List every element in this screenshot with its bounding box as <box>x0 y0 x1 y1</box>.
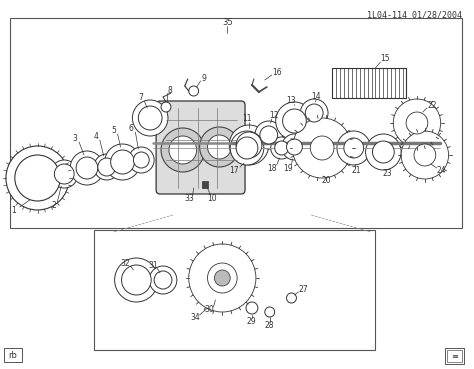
Text: 33: 33 <box>185 193 195 203</box>
Text: 30: 30 <box>205 306 214 314</box>
Circle shape <box>15 155 60 201</box>
Circle shape <box>276 102 313 140</box>
Circle shape <box>121 265 151 295</box>
Bar <box>201 181 209 188</box>
Text: 1L04-114 01/28/2004: 1L04-114 01/28/2004 <box>367 10 463 19</box>
Circle shape <box>149 266 177 294</box>
Circle shape <box>292 118 352 178</box>
Circle shape <box>260 126 278 144</box>
Text: 6: 6 <box>129 124 134 132</box>
Circle shape <box>214 270 230 286</box>
Text: 11: 11 <box>242 114 252 123</box>
Text: 20: 20 <box>321 176 331 184</box>
Text: 1: 1 <box>11 206 16 214</box>
Circle shape <box>98 158 116 176</box>
Text: 3: 3 <box>73 134 78 142</box>
Circle shape <box>283 109 306 133</box>
Circle shape <box>406 112 428 134</box>
Text: 16: 16 <box>272 68 282 76</box>
Circle shape <box>55 164 74 184</box>
Circle shape <box>229 125 269 165</box>
Text: 4: 4 <box>93 131 98 141</box>
Circle shape <box>344 138 364 158</box>
Circle shape <box>310 136 334 160</box>
Circle shape <box>208 263 237 293</box>
Text: 13: 13 <box>287 96 296 104</box>
Text: 29: 29 <box>246 317 256 327</box>
Circle shape <box>115 258 158 302</box>
Circle shape <box>132 100 168 136</box>
Text: ≡: ≡ <box>451 352 458 361</box>
Text: 22: 22 <box>427 100 437 110</box>
Circle shape <box>154 271 172 289</box>
Text: 5: 5 <box>111 125 116 134</box>
Circle shape <box>282 134 307 160</box>
Circle shape <box>393 99 441 147</box>
Circle shape <box>414 144 436 166</box>
Circle shape <box>110 150 134 174</box>
Text: 2: 2 <box>52 200 57 210</box>
Text: 12: 12 <box>269 110 278 120</box>
Text: 14: 14 <box>311 92 321 100</box>
Text: 32: 32 <box>121 259 130 268</box>
Text: 23: 23 <box>383 169 392 177</box>
Circle shape <box>305 104 323 122</box>
Circle shape <box>365 134 401 170</box>
Circle shape <box>189 86 199 96</box>
Circle shape <box>301 99 328 127</box>
Text: rb: rb <box>9 351 17 359</box>
Circle shape <box>189 244 256 312</box>
Circle shape <box>6 146 69 210</box>
Text: 21: 21 <box>352 166 362 175</box>
Circle shape <box>161 102 171 112</box>
Circle shape <box>246 302 258 314</box>
Text: 19: 19 <box>283 163 292 172</box>
Circle shape <box>94 154 119 180</box>
Circle shape <box>236 137 258 159</box>
Circle shape <box>287 293 296 303</box>
Text: 7: 7 <box>138 93 143 101</box>
Bar <box>447 350 463 362</box>
Circle shape <box>105 144 140 180</box>
Bar <box>10 18 463 228</box>
Circle shape <box>401 131 448 179</box>
Circle shape <box>50 160 78 188</box>
Text: 9: 9 <box>201 73 206 83</box>
Circle shape <box>76 157 98 179</box>
Circle shape <box>230 131 264 165</box>
Circle shape <box>128 147 154 173</box>
Text: 34: 34 <box>191 314 201 323</box>
Bar <box>4 348 22 362</box>
Text: 17: 17 <box>229 166 239 175</box>
Text: 28: 28 <box>264 321 273 331</box>
Circle shape <box>133 152 149 168</box>
Circle shape <box>208 135 231 159</box>
Text: 10: 10 <box>208 193 217 203</box>
Circle shape <box>265 307 275 317</box>
Text: 18: 18 <box>267 163 276 172</box>
Circle shape <box>161 128 205 172</box>
Text: 31: 31 <box>148 261 158 269</box>
Circle shape <box>200 127 239 167</box>
Text: 35: 35 <box>222 17 233 27</box>
Circle shape <box>255 121 283 149</box>
Circle shape <box>271 137 292 159</box>
Bar <box>445 348 465 364</box>
Bar <box>94 230 375 350</box>
Circle shape <box>287 139 302 155</box>
Circle shape <box>169 136 197 164</box>
Text: 27: 27 <box>299 286 308 294</box>
Text: 24: 24 <box>437 166 447 175</box>
Circle shape <box>236 132 262 158</box>
Circle shape <box>138 106 162 130</box>
Text: 15: 15 <box>381 54 390 62</box>
Text: 8: 8 <box>168 86 173 94</box>
Circle shape <box>275 141 289 155</box>
Circle shape <box>373 141 394 163</box>
FancyBboxPatch shape <box>156 101 245 194</box>
Circle shape <box>337 131 371 165</box>
Circle shape <box>70 151 104 185</box>
